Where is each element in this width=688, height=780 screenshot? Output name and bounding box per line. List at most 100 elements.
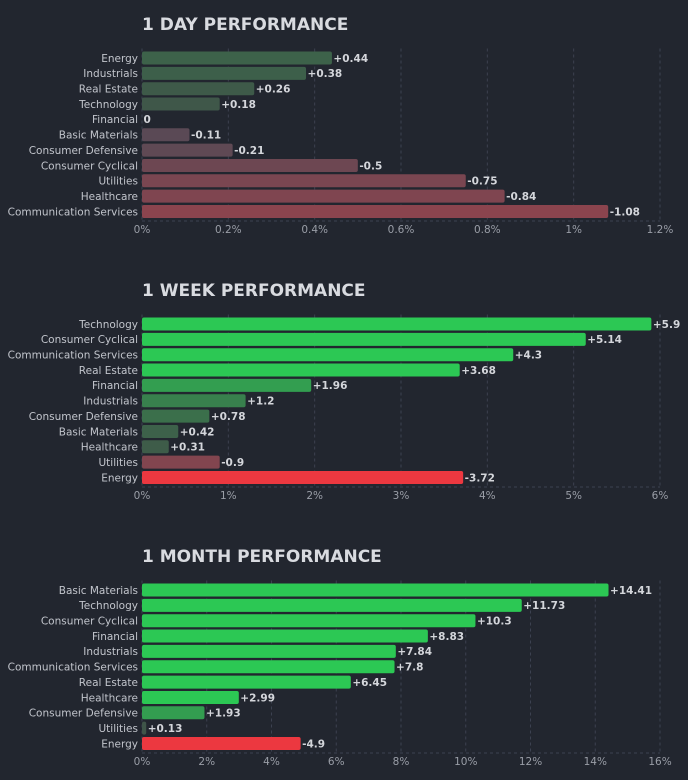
bar-communication-services (142, 660, 395, 674)
x-tick-label: 0.4% (301, 224, 328, 236)
category-label-real-estate: Real Estate (79, 365, 138, 377)
data-label-financial: 0 (144, 114, 151, 126)
x-tick-label: 1% (220, 490, 237, 502)
data-label-financial: +1.96 (313, 380, 348, 392)
data-label-consumer-defensive: +0.78 (211, 411, 246, 423)
x-tick-label: 2% (198, 756, 215, 768)
category-label-energy: Energy (101, 53, 138, 65)
category-label-energy: Energy (101, 472, 138, 484)
bar-utilities (142, 455, 220, 469)
x-tick-label: 0% (134, 224, 151, 236)
data-label-consumer-defensive: -0.21 (234, 145, 264, 157)
bar-industrials (142, 644, 396, 658)
bar-energy (142, 737, 301, 750)
bar-energy (142, 51, 332, 65)
data-label-energy: +0.44 (333, 53, 368, 65)
data-label-utilities: -0.9 (221, 457, 244, 469)
data-label-consumer-cyclical: +10.3 (477, 616, 512, 628)
x-tick-label: 12% (519, 756, 542, 768)
data-label-healthcare: +0.31 (170, 442, 205, 454)
category-label-healthcare: Healthcare (81, 191, 138, 203)
category-label-consumer-defensive: Consumer Defensive (29, 411, 138, 423)
category-label-communication-services: Communication Services (8, 206, 138, 218)
bar-financial (142, 629, 428, 643)
x-tick-label: 2% (306, 490, 323, 502)
bar-basic-materials (142, 583, 609, 597)
data-label-communication-services: +7.8 (396, 662, 423, 674)
data-label-industrials: +7.84 (397, 646, 432, 658)
category-label-financial: Financial (92, 114, 138, 126)
category-label-basic-materials: Basic Materials (59, 585, 138, 597)
x-tick-label: 0.8% (474, 224, 501, 236)
chart-title: 1 WEEK PERFORMANCE (142, 281, 366, 301)
bar-technology (142, 97, 220, 111)
bar-consumer-defensive (142, 143, 233, 157)
bar-real-estate (142, 675, 351, 689)
data-label-energy: -4.9 (302, 738, 325, 750)
x-tick-label: 8% (393, 756, 410, 768)
category-label-utilities: Utilities (98, 457, 138, 469)
chart-1-day-performance: 1 DAY PERFORMANCE 0% 0.2% 0.4% 0.6% 0.8% 1% 1.2… (8, 15, 674, 236)
category-label-technology: Technology (78, 600, 138, 612)
data-label-consumer-cyclical: -0.5 (359, 160, 382, 172)
category-label-consumer-defensive: Consumer Defensive (29, 708, 138, 720)
data-label-industrials: +1.2 (247, 396, 274, 408)
category-label-consumer-cyclical: Consumer Cyclical (41, 334, 138, 346)
data-label-healthcare: +2.99 (240, 692, 275, 704)
bar-consumer-cyclical (142, 158, 358, 172)
x-tick-label: 6% (652, 490, 669, 502)
bar-consumer-defensive (142, 409, 210, 423)
data-label-real-estate: +0.26 (256, 84, 291, 96)
bar-technology (142, 317, 652, 331)
bar-basic-materials (142, 424, 179, 438)
bar-real-estate (142, 82, 255, 96)
data-label-consumer-defensive: +1.93 (206, 708, 241, 720)
category-label-healthcare: Healthcare (81, 442, 138, 454)
category-label-consumer-cyclical: Consumer Cyclical (41, 160, 138, 172)
x-tick-label: 4% (479, 490, 496, 502)
data-label-communication-services: -1.08 (610, 206, 640, 218)
data-label-basic-materials: +14.41 (610, 585, 652, 597)
data-label-technology: +0.18 (221, 99, 256, 111)
bar-consumer-defensive (142, 706, 205, 720)
x-tick-label: 0% (134, 756, 151, 768)
x-tick-label: 0.6% (388, 224, 415, 236)
bar-energy (142, 471, 464, 484)
data-label-utilities: +0.13 (148, 723, 183, 735)
x-tick-label: 14% (584, 756, 607, 768)
category-label-energy: Energy (101, 738, 138, 750)
bar-utilities (142, 174, 466, 188)
bar-communication-services (142, 205, 609, 218)
bar-consumer-cyclical (142, 332, 586, 346)
chart-1-month-performance: 1 MONTH PERFORMANCE 0% 2% 4% 6% 8% 10% 12% 14% 16… (8, 547, 672, 768)
bar-financial (142, 378, 312, 392)
x-tick-label: 1.2% (647, 224, 674, 236)
category-label-basic-materials: Basic Materials (59, 426, 138, 438)
data-label-real-estate: +3.68 (461, 365, 496, 377)
category-label-financial: Financial (92, 631, 138, 643)
x-tick-label: 4% (263, 756, 280, 768)
category-label-financial: Financial (92, 380, 138, 392)
x-tick-label: 16% (648, 756, 671, 768)
category-label-communication-services: Communication Services (8, 662, 138, 674)
category-label-utilities: Utilities (98, 723, 138, 735)
category-label-communication-services: Communication Services (8, 350, 138, 362)
data-label-technology: +11.73 (523, 600, 565, 612)
x-tick-label: 6% (328, 756, 345, 768)
bar-basic-materials (142, 128, 190, 142)
data-label-energy: -3.72 (465, 472, 495, 484)
x-tick-label: 0.2% (215, 224, 242, 236)
category-label-utilities: Utilities (98, 176, 138, 188)
data-label-communication-services: +4.3 (515, 350, 542, 362)
bar-real-estate (142, 363, 460, 377)
data-label-financial: +8.83 (429, 631, 464, 643)
data-label-consumer-cyclical: +5.14 (587, 334, 622, 346)
category-label-real-estate: Real Estate (79, 84, 138, 96)
data-label-technology: +5.9 (653, 319, 680, 331)
chart-title: 1 DAY PERFORMANCE (142, 15, 348, 35)
category-label-industrials: Industrials (83, 646, 138, 658)
bar-healthcare (142, 690, 239, 704)
bar-consumer-cyclical (142, 614, 476, 628)
category-label-industrials: Industrials (83, 396, 138, 408)
chart-1-week-performance: 1 WEEK PERFORMANCE 0% 1% 2% 3% 4% 5% 6% Technolo… (8, 281, 681, 502)
